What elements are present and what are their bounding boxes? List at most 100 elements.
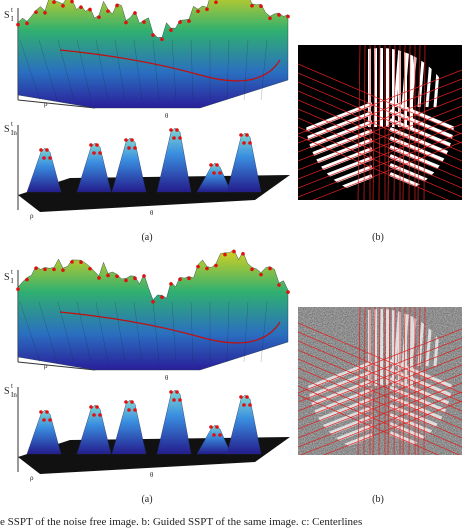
mesh-line [190, 301, 194, 363]
mesh-line [243, 39, 249, 101]
stripe [374, 309, 377, 386]
stripe [368, 309, 371, 386]
peak-marker [89, 405, 93, 409]
centerline [298, 72, 462, 144]
centerline [298, 87, 462, 153]
peak-marker [151, 299, 155, 304]
peak-marker [130, 138, 134, 142]
peak-marker [115, 274, 119, 279]
peak [76, 142, 112, 193]
peak-marker [79, 260, 83, 265]
centerline [322, 400, 462, 455]
mesh-line [226, 301, 230, 363]
centerline [417, 307, 421, 455]
peak-marker [133, 146, 137, 150]
peak-marker [214, 0, 218, 5]
centerline [298, 96, 462, 162]
peak-marker [142, 274, 146, 278]
peak-marker [277, 13, 281, 17]
axis [17, 99, 96, 109]
peak-marker [245, 133, 249, 137]
centerline [298, 376, 462, 448]
peak-marker [98, 413, 102, 417]
peak-marker [223, 252, 227, 257]
mesh-line [171, 39, 177, 101]
peak-marker [268, 266, 272, 271]
mesh-line [152, 39, 160, 101]
centerline [298, 69, 462, 135]
peak-marker [178, 398, 182, 402]
stripe [393, 309, 402, 367]
stripe [398, 309, 401, 386]
peak-marker [215, 425, 219, 429]
peak-marker [61, 268, 65, 272]
peak-marker [42, 418, 46, 422]
peak-marker [259, 272, 263, 277]
peak-marker [151, 33, 155, 37]
panel-label: (a) [141, 494, 152, 505]
centerlines [298, 45, 462, 200]
peak-marker [142, 20, 146, 24]
centerline [298, 322, 462, 394]
peak-marker [79, 5, 83, 10]
ridge [59, 311, 281, 344]
centerline [298, 90, 462, 162]
peak-marker [95, 405, 99, 409]
peak-marker [42, 156, 46, 160]
centerline [298, 355, 462, 421]
peak-marker [259, 4, 263, 9]
peak-marker [25, 21, 29, 26]
stripe [389, 100, 454, 134]
centerlines [298, 307, 462, 455]
centerline [298, 358, 462, 430]
mesh-line [95, 39, 109, 101]
peak-marker [16, 22, 20, 27]
peak-marker [169, 128, 173, 132]
centerline [423, 45, 426, 200]
axis-symbol: S [4, 386, 10, 397]
peak-marker [115, 3, 119, 8]
surface [17, 0, 289, 109]
peak-marker [169, 28, 173, 32]
peak-marker [160, 295, 164, 300]
peak-marker [88, 266, 92, 271]
centerline [298, 382, 462, 448]
centerline [298, 81, 462, 153]
centerline [298, 108, 462, 180]
peak-marker [209, 163, 213, 167]
peak-marker [133, 408, 137, 412]
peak-marker [178, 136, 182, 140]
peak-marker [133, 11, 137, 15]
centerline [298, 132, 462, 198]
peak-marker [178, 20, 182, 24]
peak-marker [48, 418, 52, 422]
peak-marker [205, 266, 209, 271]
peak-marker [52, 0, 56, 4]
centerline [298, 346, 462, 412]
centerline [402, 307, 406, 455]
peak-marker [160, 37, 164, 42]
peak-marker [196, 264, 200, 269]
peak-marker [187, 276, 191, 281]
peak-marker [215, 163, 219, 167]
centerline [357, 45, 361, 200]
panel-label: (a) [141, 232, 152, 243]
peak-marker [250, 267, 254, 272]
axis [17, 361, 96, 371]
peak-marker [172, 398, 176, 402]
panel-label: (b) [372, 232, 384, 243]
peak-marker [39, 410, 43, 414]
peak-marker [239, 133, 243, 137]
axis-superscript: t [11, 268, 13, 276]
peak-marker [106, 9, 110, 13]
theta-label: θ [165, 112, 169, 120]
theta-label: θ [150, 471, 154, 479]
peak-marker [169, 390, 173, 394]
centerline [299, 391, 462, 455]
peak-marker [34, 10, 38, 14]
centerline [387, 45, 391, 200]
peak-marker [133, 276, 137, 281]
peak-marker [205, 7, 209, 12]
peak-marker [169, 282, 173, 286]
peak-marker [124, 138, 128, 142]
